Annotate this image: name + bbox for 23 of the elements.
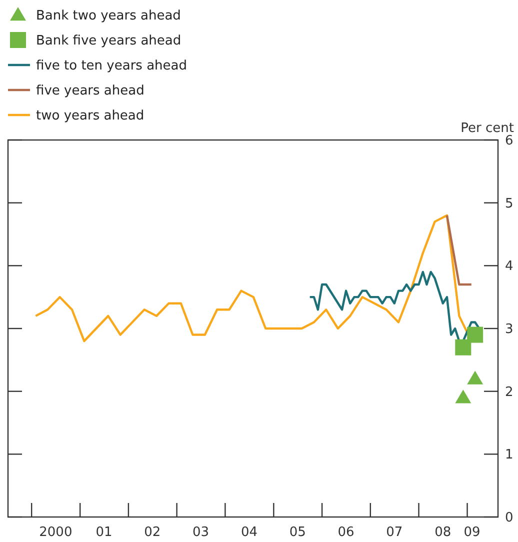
x-tick-label: 06 bbox=[338, 525, 354, 540]
y-tick-label: 6 bbox=[505, 134, 514, 149]
y-tick-label: 0 bbox=[505, 510, 514, 526]
y-tick-label: 5 bbox=[505, 196, 514, 212]
x-tick-label: 04 bbox=[241, 525, 258, 540]
legend-label: five years ahead bbox=[36, 84, 144, 99]
y-tick-label: 3 bbox=[505, 322, 514, 338]
x-tick-label: 05 bbox=[289, 525, 306, 540]
x-tick-label: 03 bbox=[192, 525, 210, 540]
x-tick-label: 08 bbox=[434, 525, 452, 540]
legend-label: Bank two years ahead bbox=[36, 8, 181, 24]
x-tick-label: 02 bbox=[144, 525, 161, 540]
x-tick-label: 07 bbox=[386, 525, 403, 540]
y-axis-title: Per cent bbox=[460, 121, 514, 136]
legend-label: Bank five years ahead bbox=[36, 34, 182, 49]
x-tick-label: 01 bbox=[96, 525, 112, 540]
x-tick-label: 2000 bbox=[39, 525, 72, 540]
legend-label: five to ten years ahead bbox=[36, 58, 187, 74]
y-tick-label: 1 bbox=[505, 448, 514, 463]
y-tick-label: 4 bbox=[505, 259, 514, 274]
y-tick-label: 2 bbox=[505, 384, 514, 400]
legend-label: two years ahead bbox=[36, 108, 144, 124]
x-tick-label: 09 bbox=[464, 525, 480, 540]
